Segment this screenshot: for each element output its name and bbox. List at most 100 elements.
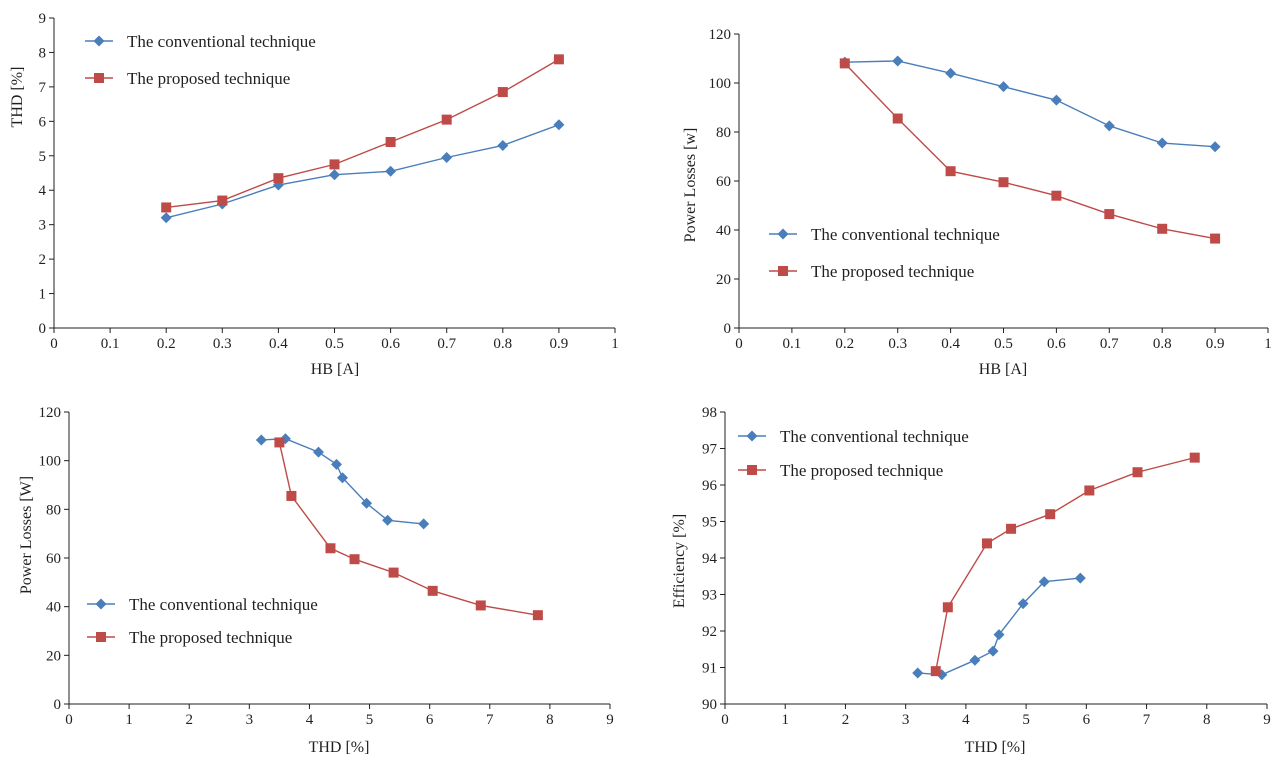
y-tick-label: 20 bbox=[46, 648, 61, 664]
data-point-conventional bbox=[892, 55, 904, 67]
y-tick-label: 100 bbox=[39, 454, 62, 470]
x-tick-label: 6 bbox=[426, 712, 434, 728]
x-tick-label: 0 bbox=[65, 712, 73, 728]
y-tick-label: 90 bbox=[702, 697, 717, 713]
x-tick-label: 0.1 bbox=[101, 336, 120, 352]
y-tick-label: 0 bbox=[54, 697, 62, 713]
data-point-conventional bbox=[255, 434, 267, 446]
y-tick-label: 91 bbox=[702, 661, 717, 677]
x-tick-label: 2 bbox=[185, 712, 193, 728]
legend-swatch-marker bbox=[746, 430, 758, 442]
data-point-proposed bbox=[553, 54, 564, 65]
legend-swatch-marker bbox=[747, 465, 757, 475]
data-point-conventional bbox=[969, 654, 981, 666]
data-point-proposed bbox=[1051, 190, 1062, 201]
x-tick-label: 5 bbox=[366, 712, 374, 728]
data-point-proposed bbox=[998, 177, 1009, 188]
data-point-proposed bbox=[388, 567, 399, 578]
y-tick-label: 3 bbox=[39, 218, 47, 234]
x-tick-label: 0.4 bbox=[269, 336, 288, 352]
data-point-proposed bbox=[1210, 233, 1221, 244]
y-tick-label: 40 bbox=[46, 600, 61, 616]
data-point-conventional bbox=[912, 667, 924, 679]
data-point-proposed bbox=[892, 113, 903, 124]
legend-swatch-marker bbox=[777, 228, 789, 240]
x-axis-label: THD [%] bbox=[965, 739, 1026, 756]
x-tick-label: 0.7 bbox=[437, 336, 456, 352]
data-point-conventional bbox=[1050, 94, 1062, 106]
y-tick-label: 8 bbox=[39, 45, 47, 61]
y-tick-label: 0 bbox=[39, 321, 47, 337]
legend-label-conventional: The conventional technique bbox=[811, 225, 1000, 244]
x-tick-label: 1 bbox=[125, 712, 133, 728]
y-tick-label: 2 bbox=[39, 252, 47, 268]
legend-label-proposed: The proposed technique bbox=[811, 262, 974, 281]
legend-swatch-marker bbox=[778, 266, 788, 276]
x-tick-label: 5 bbox=[1022, 712, 1030, 728]
x-tick-label: 0.6 bbox=[381, 336, 400, 352]
y-tick-label: 7 bbox=[39, 80, 47, 96]
data-point-proposed bbox=[942, 602, 953, 613]
chart-thd-vs-hb: THD [%] HB [A] The conventional techniqu… bbox=[9, 11, 619, 378]
data-point-proposed bbox=[1084, 485, 1095, 496]
data-point-proposed bbox=[325, 543, 336, 554]
data-point-conventional bbox=[1156, 137, 1168, 149]
chart-efficiency-vs-thd: Efficiency [%] THD [%] The conventional … bbox=[671, 405, 1271, 756]
legend-label-proposed: The proposed technique bbox=[780, 461, 943, 480]
legend-swatch-marker bbox=[94, 73, 104, 83]
y-tick-label: 96 bbox=[702, 478, 718, 494]
data-point-conventional bbox=[1103, 120, 1115, 132]
x-tick-label: 1 bbox=[1264, 336, 1272, 352]
data-point-proposed bbox=[217, 195, 228, 206]
data-point-proposed bbox=[427, 585, 438, 596]
x-tick-label: 8 bbox=[546, 712, 554, 728]
x-tick-label: 4 bbox=[306, 712, 314, 728]
x-tick-label: 0 bbox=[721, 712, 729, 728]
y-axis-label: Power Losses [w] bbox=[682, 128, 699, 243]
legend-label-conventional: The conventional technique bbox=[780, 427, 969, 446]
data-point-proposed bbox=[273, 173, 284, 184]
data-point-proposed bbox=[385, 137, 396, 147]
x-tick-label: 0.3 bbox=[213, 336, 232, 352]
x-tick-label: 9 bbox=[1263, 712, 1271, 728]
x-tick-label: 0.2 bbox=[835, 336, 854, 352]
y-tick-label: 94 bbox=[702, 551, 718, 567]
data-point-proposed bbox=[839, 58, 850, 69]
data-point-conventional bbox=[1209, 141, 1221, 153]
data-point-conventional bbox=[945, 67, 957, 79]
data-point-conventional bbox=[1074, 572, 1086, 584]
y-axis-label: THD [%] bbox=[9, 67, 26, 128]
x-tick-label: 7 bbox=[486, 712, 494, 728]
x-tick-label: 0 bbox=[735, 336, 743, 352]
series-line-conventional bbox=[844, 60, 1216, 148]
data-point-conventional bbox=[993, 629, 1005, 641]
x-tick-label: 0 bbox=[50, 336, 58, 352]
series-line-proposed bbox=[935, 456, 1195, 672]
data-point-proposed bbox=[441, 114, 452, 125]
data-point-proposed bbox=[497, 87, 508, 98]
legend-swatch-marker bbox=[93, 35, 105, 47]
data-point-proposed bbox=[286, 490, 297, 501]
x-tick-label: 7 bbox=[1143, 712, 1151, 728]
x-tick-label: 2 bbox=[842, 712, 850, 728]
y-tick-label: 9 bbox=[39, 11, 47, 27]
x-tick-label: 0.9 bbox=[1206, 336, 1225, 352]
x-tick-label: 0.4 bbox=[941, 336, 960, 352]
data-point-proposed bbox=[945, 166, 956, 177]
series-line-conventional bbox=[261, 438, 424, 525]
x-tick-label: 1 bbox=[611, 336, 619, 352]
x-axis-label: HB [A] bbox=[979, 361, 1027, 378]
data-point-proposed bbox=[1045, 509, 1056, 520]
data-point-proposed bbox=[329, 159, 340, 170]
data-point-conventional bbox=[1017, 598, 1029, 610]
series-line-conventional bbox=[917, 577, 1081, 676]
x-tick-label: 1 bbox=[781, 712, 789, 728]
y-tick-label: 100 bbox=[709, 76, 732, 92]
data-point-conventional bbox=[553, 119, 565, 131]
y-tick-label: 6 bbox=[39, 114, 47, 130]
data-point-proposed bbox=[930, 666, 941, 677]
x-tick-label: 0.8 bbox=[493, 336, 512, 352]
y-tick-label: 80 bbox=[716, 125, 731, 141]
data-point-proposed bbox=[532, 610, 543, 621]
